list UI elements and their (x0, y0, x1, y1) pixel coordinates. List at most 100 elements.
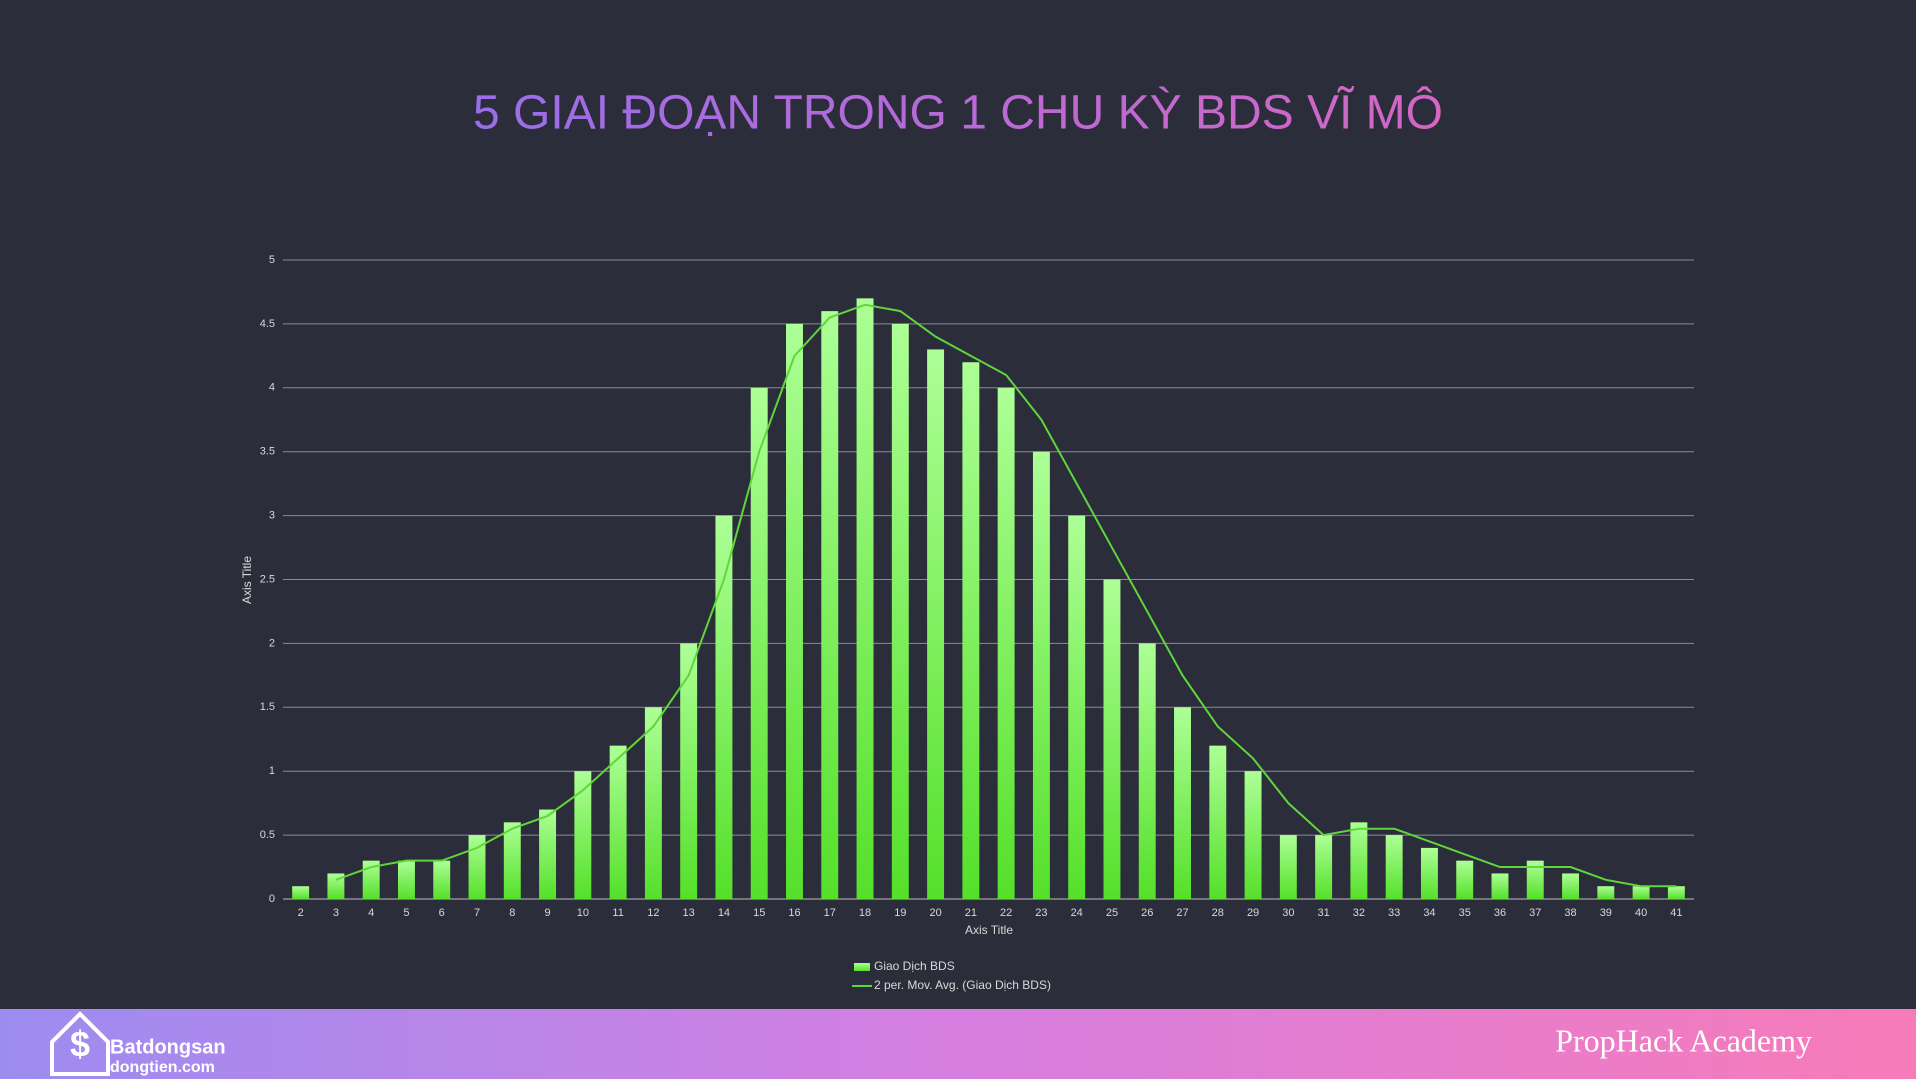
bar (927, 349, 945, 900)
x-tick-label: 8 (509, 907, 515, 919)
legend-label: 2 per. Mov. Avg. (Giao Dịch BDS) (874, 978, 1051, 992)
x-tick-label: 6 (439, 907, 445, 919)
x-tick-label: 35 (1459, 907, 1471, 919)
bar (1597, 886, 1615, 899)
bar (539, 809, 557, 899)
bar (327, 873, 345, 899)
bar (1138, 643, 1156, 899)
bar (1209, 745, 1227, 899)
x-tick-label: 4 (368, 907, 374, 919)
bar (292, 886, 310, 899)
x-tick-label: 15 (753, 907, 765, 919)
bar (468, 835, 486, 899)
x-tick-label: 18 (859, 907, 871, 919)
x-tick-label: 31 (1317, 907, 1329, 919)
bar (856, 298, 874, 900)
bar (503, 822, 521, 899)
x-tick-label: 33 (1388, 907, 1400, 919)
bar (644, 707, 662, 899)
bar (821, 311, 839, 899)
x-tick-label: 25 (1106, 907, 1118, 919)
x-tick-label: 20 (929, 907, 941, 919)
x-tick-label: 23 (1035, 907, 1047, 919)
moving-average-line (335, 303, 1677, 888)
bar (609, 745, 627, 899)
bar (1350, 822, 1368, 899)
x-tick-label: 36 (1494, 907, 1506, 919)
y-tick-label: 4.5 (260, 318, 275, 330)
bar (1032, 451, 1050, 899)
bar (1456, 860, 1474, 899)
brand: PropHack Academy (1555, 1022, 1812, 1058)
x-tick-label: 10 (577, 907, 589, 919)
y-tick-label: 1 (269, 765, 275, 777)
x-tick-label: 26 (1141, 907, 1153, 919)
x-tick-label: 37 (1529, 907, 1541, 919)
bar (997, 387, 1015, 899)
bar (1632, 886, 1650, 899)
bar (433, 860, 451, 899)
bar (574, 771, 592, 899)
x-tick-label: 5 (403, 907, 409, 919)
x-tick-label: 19 (894, 907, 906, 919)
x-tick-label: 41 (1670, 907, 1682, 919)
bar (1491, 873, 1509, 899)
x-tick-label: 22 (1000, 907, 1012, 919)
x-tick-label: 7 (474, 907, 480, 919)
y-tick-label: 1.5 (260, 701, 275, 713)
bar (1244, 771, 1262, 899)
x-tick-label: 14 (718, 907, 730, 919)
x-tick-label: 27 (1176, 907, 1188, 919)
x-tick-label: 17 (824, 907, 836, 919)
bar (1562, 873, 1580, 899)
x-tick-label: 11 (612, 907, 623, 919)
legend-label: Giao Dịch BDS (874, 959, 955, 973)
bar (1103, 579, 1121, 899)
logo-site: dongtien.com (110, 1059, 215, 1076)
bar (786, 323, 803, 899)
x-tick-label: 16 (788, 907, 800, 919)
x-tick-label: 34 (1423, 907, 1435, 919)
x-tick-label: 3 (333, 907, 339, 919)
x-tick-label: 9 (545, 907, 551, 919)
x-tick-label: 38 (1564, 907, 1576, 919)
y-tick-label: 2 (269, 637, 275, 649)
bar (397, 860, 415, 899)
x-tick-label: 12 (647, 907, 659, 919)
chart-title: 5 GIAI ĐOẠN TRONG 1 CHU KỲ BDS VĨ MÔ (473, 86, 1443, 140)
bar (962, 362, 980, 899)
footer-bar (0, 1009, 1916, 1079)
bar (715, 515, 733, 899)
y-tick-label: 5 (269, 254, 275, 266)
x-tick-label: 2 (298, 907, 304, 919)
legend: Giao Dịch BDS 2 per. Mov. Avg. (Giao Dịch… (852, 959, 1051, 992)
logo (50, 1011, 110, 1076)
bar (891, 323, 909, 899)
x-tick-label: 28 (1212, 907, 1224, 919)
y-tick-label: 0.5 (260, 829, 275, 841)
legend-swatch (854, 963, 870, 971)
x-tick-label: 40 (1635, 907, 1647, 919)
bar (1420, 847, 1438, 899)
bar (1667, 886, 1685, 899)
x-tick-label: 39 (1600, 907, 1612, 919)
bar (750, 387, 768, 899)
x-axis-title: Axis Title (965, 923, 1013, 937)
y-tick-label: 4 (269, 382, 275, 394)
x-tick-label: 21 (965, 907, 977, 919)
logo-name: Batdongsan (110, 1036, 226, 1058)
bar (680, 643, 698, 899)
bar (1526, 860, 1544, 899)
x-tick-label: 29 (1247, 907, 1259, 919)
bar (1068, 515, 1086, 899)
bar (362, 860, 380, 899)
x-tick-label: 24 (1071, 907, 1083, 919)
y-tick-label: 3 (269, 510, 275, 522)
x-tick-label: 13 (683, 907, 695, 919)
y-axis-title: Axis Title (240, 556, 254, 604)
bar (1279, 835, 1297, 899)
bar (1315, 835, 1333, 899)
y-tick-label: 0 (269, 893, 275, 905)
